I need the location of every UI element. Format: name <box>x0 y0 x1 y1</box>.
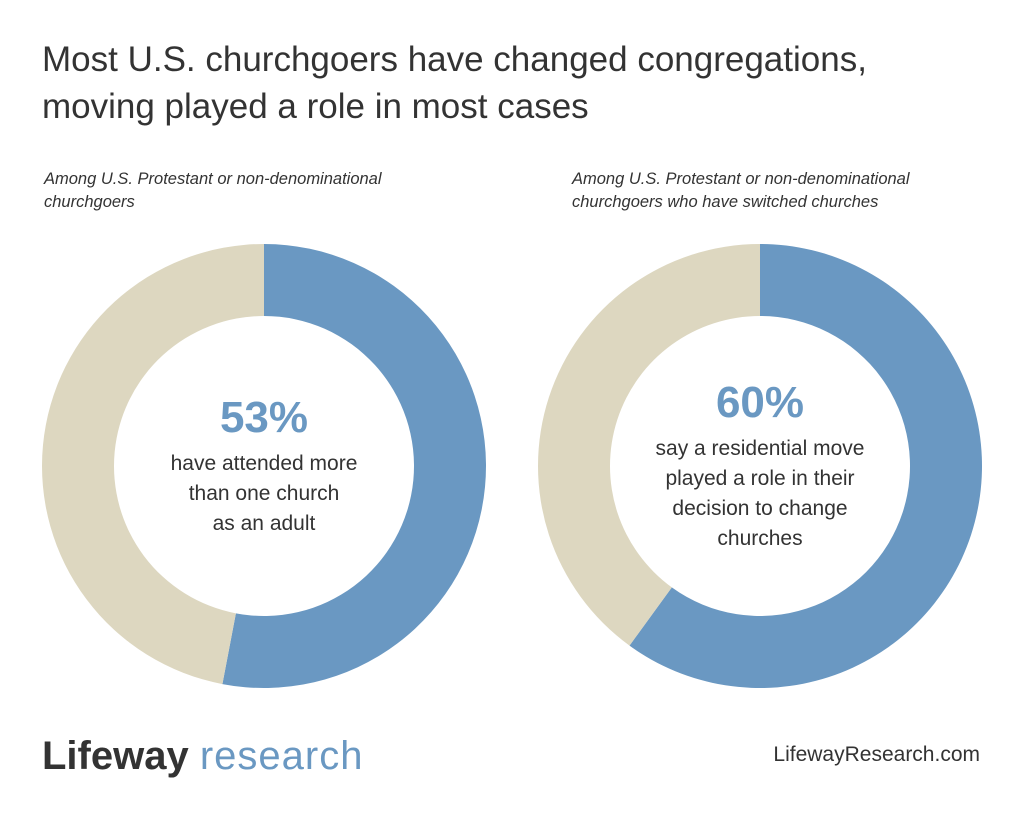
left-description-line-1: have attended more <box>170 452 358 475</box>
website-url: LifewayResearch.com <box>773 743 980 766</box>
right-description-line-1: say a residential move <box>655 437 865 460</box>
right-donut-center: 60% say a residential move played a role… <box>610 244 910 688</box>
left-donut-chart: 53% have attended more than one church a… <box>42 244 486 688</box>
left-percentage-label: 53% <box>219 393 309 442</box>
logo-research-text: research <box>199 734 364 778</box>
left-description: have attended more than one church as an… <box>171 449 358 539</box>
left-subtitle-line-1: Among U.S. Protestant or non-denominatio… <box>44 170 382 188</box>
title-line-1: Most U.S. churchgoers have changed congr… <box>42 40 867 79</box>
right-description-line-2: played a role in their <box>665 467 855 490</box>
left-donut-svg <box>42 244 486 688</box>
left-donut-slice-highlight <box>222 244 486 688</box>
chart-title: Most U.S. churchgoers have changed congr… <box>42 36 992 130</box>
right-description-line-4: churches <box>717 527 803 550</box>
right-donut-svg <box>538 244 982 688</box>
left-description-line-2: than one church <box>188 482 340 505</box>
right-description: say a residential move played a role in … <box>656 434 865 554</box>
lifeway-research-logo: Lifeway research <box>42 730 363 782</box>
right-chart-subtitle: Among U.S. Protestant or non-denominatio… <box>572 168 1012 214</box>
left-donut-center: 53% have attended more than one church a… <box>114 244 414 688</box>
right-subtitle-line-2: churchgoers who have switched churches <box>572 193 879 211</box>
logo-lifeway-text: Lifeway <box>42 734 189 778</box>
right-description-line-3: decision to change <box>672 497 848 520</box>
left-subtitle-line-2: churchgoers <box>44 193 135 211</box>
right-percentage-label: 60% <box>715 378 805 427</box>
left-description-line-3: as an adult <box>212 512 316 535</box>
right-donut-slice-highlight <box>629 244 982 688</box>
right-donut-chart: 60% say a residential move played a role… <box>538 244 982 688</box>
left-chart-subtitle: Among U.S. Protestant or non-denominatio… <box>44 168 484 214</box>
right-subtitle-line-1: Among U.S. Protestant or non-denominatio… <box>572 170 910 188</box>
left-donut-slice-remainder <box>42 244 264 685</box>
right-donut-slice-remainder <box>538 244 760 646</box>
title-line-2: moving played a role in most cases <box>42 87 589 126</box>
